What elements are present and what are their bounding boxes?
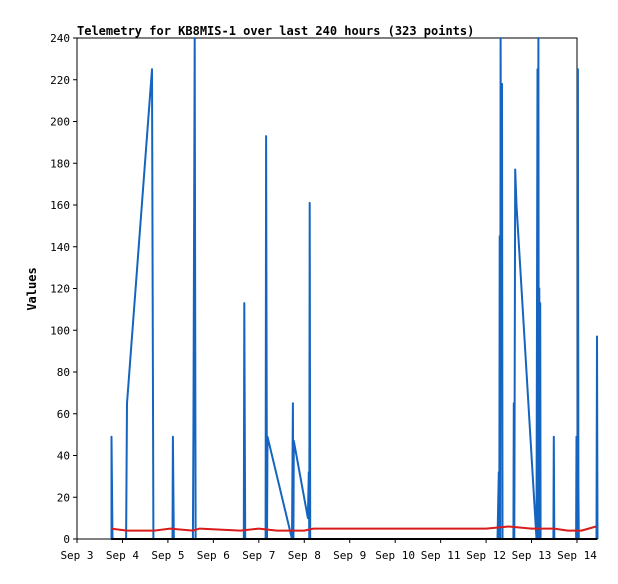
x-tick-label: Sep 14	[557, 549, 597, 562]
y-tick-label: 80	[57, 366, 70, 379]
series-layer	[110, 37, 599, 540]
x-tick-label: Sep 10	[375, 549, 415, 562]
x-tick-label: Sep 6	[197, 549, 230, 562]
x-tick-label: Sep 4	[106, 549, 139, 562]
x-tick-label: Sep 5	[151, 549, 184, 562]
y-tick-label: 60	[57, 408, 70, 421]
y-tick-label: 160	[50, 199, 70, 212]
y-tick-label: 200	[50, 116, 70, 129]
x-axis-ticks: Sep 3 Sep 4 Sep 5 Sep 6 Sep 7 Sep 8 Sep 9 Sep 1…	[60, 539, 597, 562]
y-axis-ticks: 0 20 40 60 80 100 120 140 160 180 200 220 240	[50, 32, 77, 546]
series-line-1	[110, 525, 597, 532]
y-tick-label: 220	[50, 74, 70, 87]
x-tick-label: Sep 11	[421, 549, 461, 562]
x-tick-label: Sep 8	[288, 549, 321, 562]
plot-area	[76, 37, 578, 540]
y-tick-label: 240	[50, 32, 70, 45]
y-tick-label: 0	[63, 533, 70, 546]
y-tick-label: 140	[50, 241, 70, 254]
x-tick-label: Sep 9	[333, 549, 366, 562]
y-tick-label: 120	[50, 283, 70, 296]
y-tick-label: 180	[50, 157, 70, 170]
x-tick-label: Sep 7	[242, 549, 275, 562]
x-tick-label: Sep 13	[512, 549, 552, 562]
y-tick-label: 20	[57, 491, 70, 504]
y-tick-label: 100	[50, 324, 70, 337]
x-tick-label: Sep 3	[60, 549, 93, 562]
x-tick-label: Sep 12	[466, 549, 506, 562]
chart-title: Telemetry for KB8MIS-1 over last 240 hou…	[77, 24, 474, 38]
y-axis-label: Values	[25, 267, 39, 310]
y-tick-label: 40	[57, 450, 70, 463]
